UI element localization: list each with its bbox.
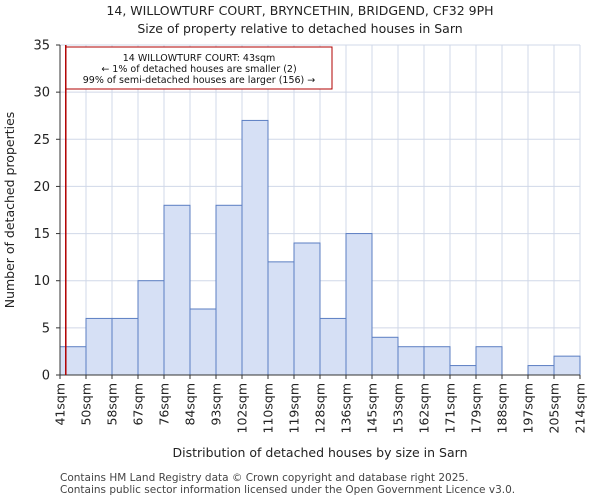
footer-copyright: Contains HM Land Registry data © Crown c… <box>60 472 469 484</box>
x-tick-label: 205sqm <box>547 383 562 433</box>
histogram-bar <box>527 365 555 376</box>
x-tick-label: 188sqm <box>495 383 510 433</box>
y-tick-label: 25 <box>33 133 50 148</box>
x-tick-label: 171sqm <box>443 383 458 433</box>
y-axis-title: Number of detached properties <box>2 112 17 309</box>
y-tick-label: 5 <box>42 321 50 336</box>
x-tick-label: 76sqm <box>157 383 172 426</box>
annotation-line: 99% of semi-detached houses are larger (… <box>83 75 316 86</box>
x-tick-label: 50sqm <box>79 383 94 426</box>
y-tick-label: 20 <box>33 180 50 195</box>
histogram-bar <box>397 346 425 376</box>
x-tick-label: 93sqm <box>209 383 224 426</box>
y-tick-label: 10 <box>33 274 50 289</box>
histogram-bar <box>59 346 87 376</box>
annotation-box <box>65 46 333 90</box>
histogram-bar <box>345 233 373 376</box>
annotation-line: 14 WILLOWTURF COURT: 43sqm <box>123 53 276 64</box>
footer-licence: Contains public sector information licen… <box>60 484 516 496</box>
histogram-bar <box>241 119 269 376</box>
histogram-bar <box>475 346 503 376</box>
histogram-bar <box>267 261 295 376</box>
x-tick-label: 119sqm <box>287 383 302 433</box>
histogram-bar <box>111 317 139 376</box>
x-tick-label: 145sqm <box>365 383 380 433</box>
x-tick-label: 153sqm <box>391 383 406 433</box>
x-axis-title: Distribution of detached houses by size … <box>172 445 467 460</box>
chart-title-line1: 14, WILLOWTURF COURT, BRYNCETHIN, BRIDGE… <box>106 3 494 18</box>
x-tick-label: 84sqm <box>183 383 198 426</box>
histogram-bar <box>293 242 321 376</box>
x-tick-label: 110sqm <box>261 383 276 433</box>
x-tick-label: 102sqm <box>235 383 250 433</box>
annotation-line: ← 1% of detached houses are smaller (2) <box>101 64 296 75</box>
y-tick-label: 0 <box>42 369 50 384</box>
x-tick-label: 162sqm <box>417 383 432 433</box>
x-tick-label: 197sqm <box>521 383 536 433</box>
x-tick-label: 58sqm <box>105 383 120 426</box>
x-tick-label: 128sqm <box>313 383 328 433</box>
x-tick-label: 214sqm <box>573 383 588 433</box>
histogram-bar <box>371 336 399 376</box>
histogram-bar <box>449 365 477 376</box>
x-tick-label: 41sqm <box>53 383 68 426</box>
histogram-bar <box>137 280 165 376</box>
y-tick-label: 35 <box>33 39 50 54</box>
x-tick-label: 136sqm <box>339 383 354 433</box>
y-tick-label: 30 <box>33 86 50 101</box>
chart-title-line2: Size of property relative to detached ho… <box>137 21 463 36</box>
histogram-bar <box>163 204 191 376</box>
y-tick-label: 15 <box>33 227 50 242</box>
histogram-bar <box>423 346 451 376</box>
histogram-bar <box>319 317 347 376</box>
histogram-bar <box>215 204 243 376</box>
x-tick-label: 179sqm <box>469 383 484 433</box>
histogram-bar <box>189 308 217 376</box>
histogram-bar <box>85 317 113 376</box>
x-tick-label: 67sqm <box>131 383 146 426</box>
histogram-bar <box>553 355 581 376</box>
